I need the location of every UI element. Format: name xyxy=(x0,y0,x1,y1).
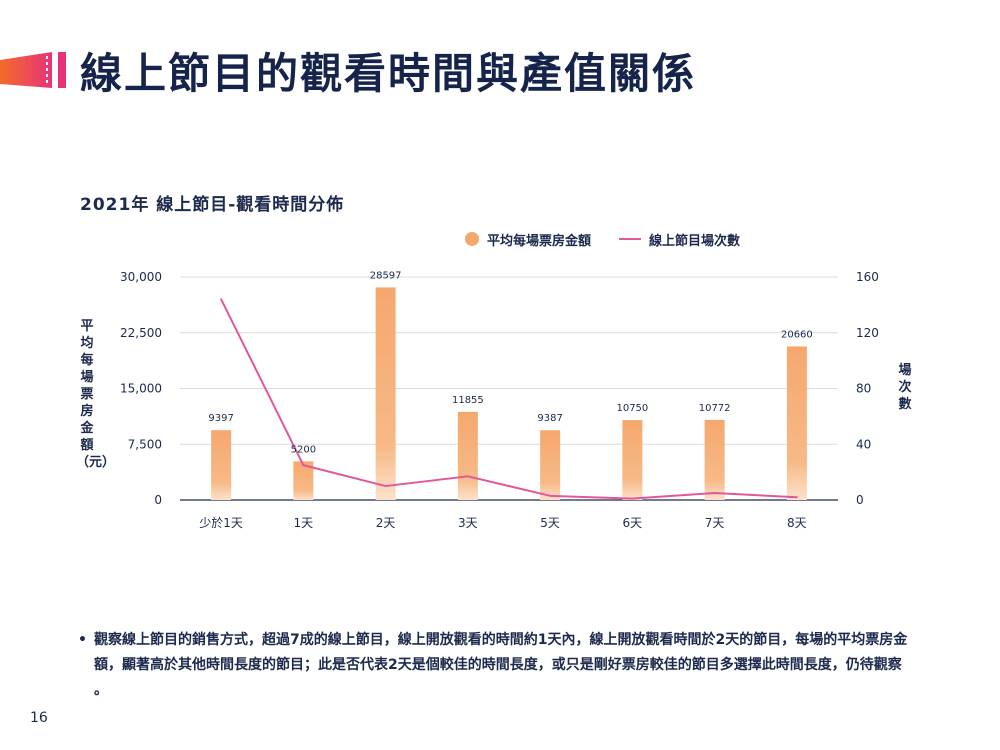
y-right-tick-label: 80 xyxy=(856,382,871,396)
page-title: 線上節目的觀看時間與產值關係 xyxy=(80,49,697,98)
x-tick-label: 8天 xyxy=(787,516,807,530)
y-left-tick-label: 7,500 xyxy=(128,437,162,451)
note-paragraph: • 觀察線上節目的銷售方式，超過7成的線上節目，線上開放觀看的時間約1天內，線上… xyxy=(78,628,918,703)
x-tick-label: 少於1天 xyxy=(199,515,243,530)
bar xyxy=(622,420,643,500)
x-tick-label: 1天 xyxy=(294,516,314,530)
x-tick-label: 6天 xyxy=(623,516,643,530)
page-number: 16 xyxy=(30,710,48,726)
legend-label-bar: 平均每場票房金額 xyxy=(487,233,592,249)
bar xyxy=(375,287,396,500)
y-left-tick-label: 0 xyxy=(154,493,162,507)
bar-value-label: 10750 xyxy=(616,403,648,414)
y-left-tick-label: 15,000 xyxy=(120,382,162,396)
bar-series xyxy=(211,287,807,500)
bar xyxy=(457,411,478,500)
bar-value-label: 28597 xyxy=(370,270,402,281)
note-text: 觀察線上節目的銷售方式，超過7成的線上節目，線上開放觀看的時間約1天內，線上開放… xyxy=(94,632,908,698)
bar xyxy=(540,430,561,500)
chart-title: 2021年 線上節目-觀看時間分佈 xyxy=(80,195,345,215)
note-bullet: • xyxy=(78,632,87,648)
title-accent-ribbon xyxy=(0,52,66,88)
x-tick-label: 5天 xyxy=(540,516,560,530)
y-left-tick-label: 30,000 xyxy=(120,270,162,284)
bar xyxy=(704,419,725,500)
y-right-tick-label: 40 xyxy=(856,437,871,451)
bar xyxy=(211,430,232,500)
legend-label-line: 線上節目場次數 xyxy=(649,233,741,249)
bar xyxy=(293,461,314,500)
data-labels: 9397 5200 28597 11855 9387 10750 10772 20660 xyxy=(208,270,812,455)
y-right-tick-label: 120 xyxy=(856,326,879,340)
line-path xyxy=(220,298,798,500)
bar-value-label: 20660 xyxy=(781,329,813,340)
bar-value-label: 10772 xyxy=(699,403,731,414)
legend-item-line: 線上節目場次數 xyxy=(619,230,740,249)
grid-lines xyxy=(180,276,838,501)
y-right-tick-label: 160 xyxy=(856,270,879,284)
y-axis-right-label: 場次數 xyxy=(898,363,912,412)
x-tick-label: 2天 xyxy=(376,516,396,530)
y-axis-left-label: 平均每場票房金額（元） xyxy=(76,319,116,470)
bar-value-label: 9397 xyxy=(208,413,233,424)
legend-swatch-bar xyxy=(465,232,479,246)
x-tick-label: 3天 xyxy=(458,516,478,530)
line-series xyxy=(220,298,798,500)
bar-value-label: 9387 xyxy=(537,413,562,424)
chart-legend: 平均每場票房金額 線上節目場次數 xyxy=(465,228,768,250)
legend-item-bar: 平均每場票房金額 xyxy=(465,230,591,249)
legend-swatch-line xyxy=(619,238,642,240)
x-tick-label: 7天 xyxy=(705,516,725,530)
y-left-tick-label: 22,500 xyxy=(120,326,162,340)
y-right-tick-label: 0 xyxy=(856,493,864,507)
bar-value-label: 11855 xyxy=(452,395,484,406)
bar xyxy=(786,346,807,500)
bar-value-label: 5200 xyxy=(291,444,316,455)
axis-ticks: 0 0 7,500 40 15,000 80 22,500 120 30,000 160 少於1天 1… xyxy=(120,270,879,530)
